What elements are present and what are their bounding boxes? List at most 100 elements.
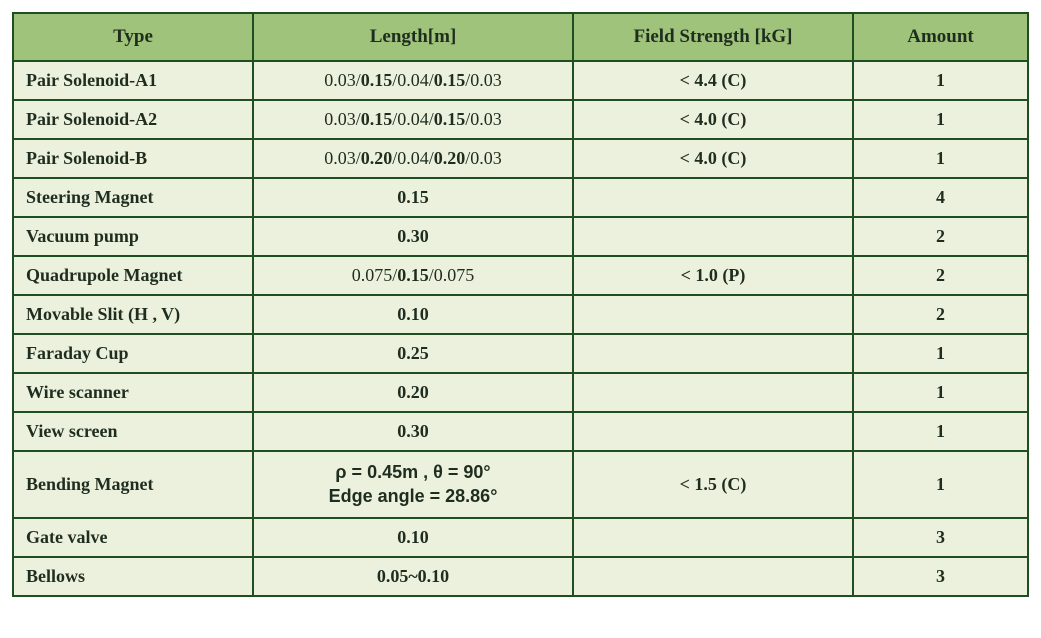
length-segment: 0.20 bbox=[434, 148, 466, 168]
cell-amount: 1 bbox=[853, 100, 1028, 139]
cell-length: 0.03/0.15/0.04/0.15/0.03 bbox=[253, 100, 573, 139]
length-segment: /0.075 bbox=[429, 265, 475, 285]
table-row: Quadrupole Magnet0.075/0.15/0.075< 1.0 (… bbox=[13, 256, 1028, 295]
cell-amount: 3 bbox=[853, 518, 1028, 557]
cell-field bbox=[573, 373, 853, 412]
cell-type: Bellows bbox=[13, 557, 253, 596]
cell-length: 0.20 bbox=[253, 373, 573, 412]
table-row: Bending Magnet ρ = 0.45m , θ = 90° Edge an… bbox=[13, 451, 1028, 518]
cell-amount: 2 bbox=[853, 295, 1028, 334]
length-segment: /0.03 bbox=[465, 109, 502, 129]
cell-amount: 4 bbox=[853, 178, 1028, 217]
cell-amount: 3 bbox=[853, 557, 1028, 596]
length-segment: /0.03 bbox=[465, 70, 502, 90]
length-segment: 0.20 bbox=[361, 148, 393, 168]
cell-field: < 4.0 (C) bbox=[573, 100, 853, 139]
cell-amount: 2 bbox=[853, 217, 1028, 256]
table-body: Pair Solenoid-A10.03/0.15/0.04/0.15/0.03… bbox=[13, 61, 1028, 596]
cell-field bbox=[573, 557, 853, 596]
length-segment: 0.30 bbox=[397, 421, 429, 441]
table-row: Faraday Cup 0.25 1 bbox=[13, 334, 1028, 373]
length-segment: 0.05~0.10 bbox=[377, 566, 449, 586]
table-row: Movable Slit (H , V) 0.10 2 bbox=[13, 295, 1028, 334]
length-segment: 0.15 bbox=[397, 265, 429, 285]
table-header: Type Length[m] Field Strength [kG] Amoun… bbox=[13, 13, 1028, 61]
cell-type: Pair Solenoid-A2 bbox=[13, 100, 253, 139]
cell-amount: 1 bbox=[853, 139, 1028, 178]
table-row: Vacuum pump 0.30 2 bbox=[13, 217, 1028, 256]
cell-type: Pair Solenoid-B bbox=[13, 139, 253, 178]
cell-length: 0.075/0.15/0.075 bbox=[253, 256, 573, 295]
cell-length: 0.10 bbox=[253, 295, 573, 334]
length-line: Edge angle = 28.86° bbox=[329, 486, 498, 506]
length-segment: 0.03/ bbox=[324, 109, 361, 129]
cell-type: Pair Solenoid-A1 bbox=[13, 61, 253, 100]
cell-amount: 1 bbox=[853, 451, 1028, 518]
length-segment: 0.15 bbox=[361, 109, 393, 129]
length-segment: 0.15 bbox=[434, 109, 466, 129]
cell-type: Wire scanner bbox=[13, 373, 253, 412]
table-row: Pair Solenoid-B0.03/0.20/0.04/0.20/0.03<… bbox=[13, 139, 1028, 178]
table-row: Gate valve 0.10 3 bbox=[13, 518, 1028, 557]
length-segment: /0.04/ bbox=[392, 70, 434, 90]
length-segment: 0.03/ bbox=[324, 148, 361, 168]
length-segment: 0.10 bbox=[397, 304, 429, 324]
cell-type: Faraday Cup bbox=[13, 334, 253, 373]
cell-length: 0.05~0.10 bbox=[253, 557, 573, 596]
cell-field bbox=[573, 412, 853, 451]
col-header-type: Type bbox=[13, 13, 253, 61]
length-segment: /0.03 bbox=[465, 148, 502, 168]
cell-field: < 1.0 (P) bbox=[573, 256, 853, 295]
length-segment: 0.15 bbox=[434, 70, 466, 90]
table-row: Pair Solenoid-A20.03/0.15/0.04/0.15/0.03… bbox=[13, 100, 1028, 139]
table-row: Pair Solenoid-A10.03/0.15/0.04/0.15/0.03… bbox=[13, 61, 1028, 100]
cell-amount: 1 bbox=[853, 412, 1028, 451]
col-header-length: Length[m] bbox=[253, 13, 573, 61]
length-segment: 0.25 bbox=[397, 343, 429, 363]
cell-type: Bending Magnet bbox=[13, 451, 253, 518]
cell-field bbox=[573, 295, 853, 334]
cell-length: 0.30 bbox=[253, 217, 573, 256]
length-line: ρ = 0.45m , θ = 90° bbox=[335, 462, 490, 482]
cell-type: Quadrupole Magnet bbox=[13, 256, 253, 295]
cell-type: Movable Slit (H , V) bbox=[13, 295, 253, 334]
cell-length: 0.25 bbox=[253, 334, 573, 373]
length-segment: 0.15 bbox=[397, 187, 429, 207]
cell-amount: 1 bbox=[853, 334, 1028, 373]
cell-type: View screen bbox=[13, 412, 253, 451]
length-segment: 0.15 bbox=[361, 70, 393, 90]
length-segment: 0.03/ bbox=[324, 70, 361, 90]
cell-length: 0.10 bbox=[253, 518, 573, 557]
length-segment: 0.20 bbox=[397, 382, 429, 402]
table-row: View screen 0.30 1 bbox=[13, 412, 1028, 451]
cell-field: < 4.0 (C) bbox=[573, 139, 853, 178]
length-segment: /0.04/ bbox=[392, 109, 434, 129]
cell-amount: 2 bbox=[853, 256, 1028, 295]
cell-length: 0.15 bbox=[253, 178, 573, 217]
cell-field bbox=[573, 518, 853, 557]
length-segment: 0.075/ bbox=[352, 265, 398, 285]
length-segment: /0.04/ bbox=[392, 148, 434, 168]
table-row: Wire scanner 0.20 1 bbox=[13, 373, 1028, 412]
cell-type: Steering Magnet bbox=[13, 178, 253, 217]
cell-field bbox=[573, 178, 853, 217]
cell-length: 0.30 bbox=[253, 412, 573, 451]
cell-type: Vacuum pump bbox=[13, 217, 253, 256]
table-row: Steering Magnet 0.15 4 bbox=[13, 178, 1028, 217]
length-segment: 0.10 bbox=[397, 527, 429, 547]
cell-type: Gate valve bbox=[13, 518, 253, 557]
cell-amount: 1 bbox=[853, 373, 1028, 412]
col-header-amount: Amount bbox=[853, 13, 1028, 61]
cell-field: < 1.5 (C) bbox=[573, 451, 853, 518]
cell-field bbox=[573, 217, 853, 256]
cell-length: 0.03/0.15/0.04/0.15/0.03 bbox=[253, 61, 573, 100]
cell-amount: 1 bbox=[853, 61, 1028, 100]
length-segment: 0.30 bbox=[397, 226, 429, 246]
table-row: Bellows 0.05~0.10 3 bbox=[13, 557, 1028, 596]
cell-field bbox=[573, 334, 853, 373]
col-header-field: Field Strength [kG] bbox=[573, 13, 853, 61]
spec-table: Type Length[m] Field Strength [kG] Amoun… bbox=[12, 12, 1029, 597]
cell-field: < 4.4 (C) bbox=[573, 61, 853, 100]
cell-length: 0.03/0.20/0.04/0.20/0.03 bbox=[253, 139, 573, 178]
cell-length: ρ = 0.45m , θ = 90° Edge angle = 28.86° bbox=[253, 451, 573, 518]
